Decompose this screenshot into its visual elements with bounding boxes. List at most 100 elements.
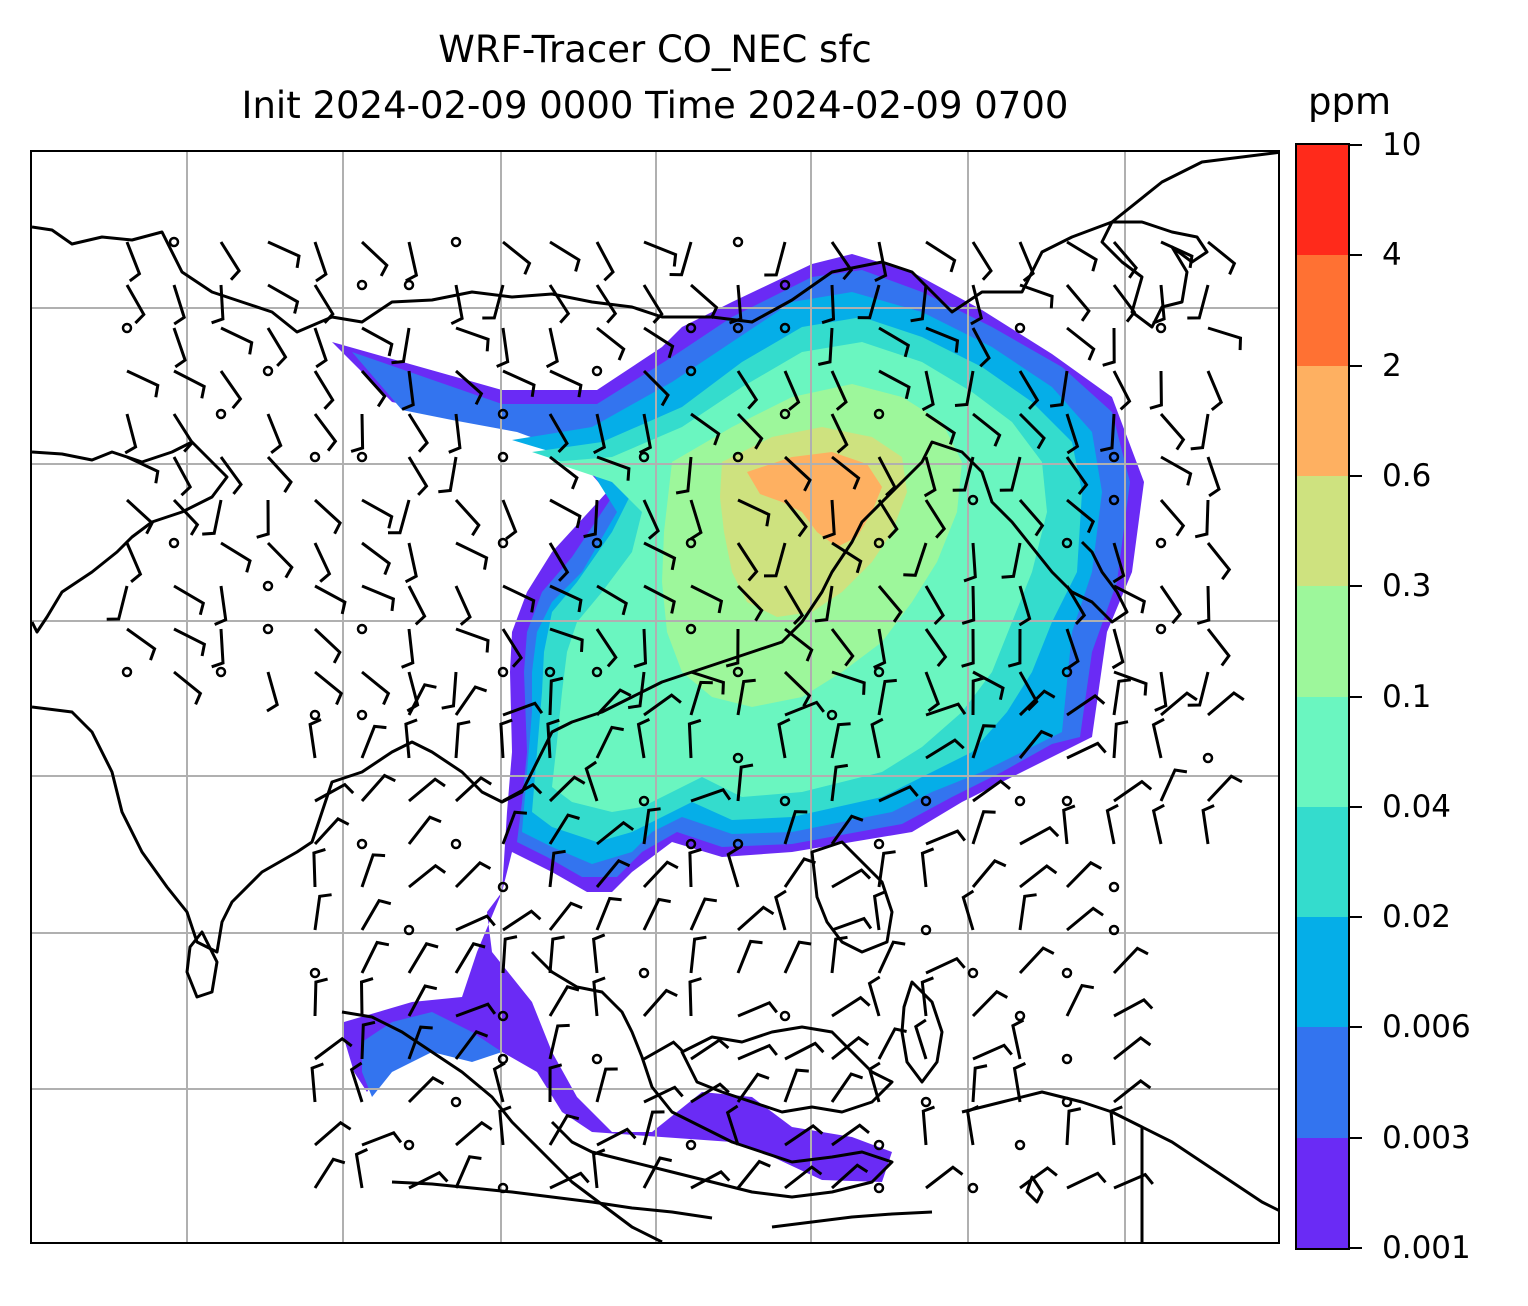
calm-wind-marker <box>497 1010 509 1022</box>
wind-barb <box>642 1110 665 1146</box>
wind-barb <box>455 1120 493 1147</box>
calm-wind-marker <box>450 1096 462 1108</box>
wind-barb <box>595 628 618 668</box>
calm-wind-marker <box>1061 1096 1073 1108</box>
wind-barb <box>1187 284 1210 320</box>
wind-barb <box>925 702 967 717</box>
wind-barb <box>965 1105 980 1146</box>
calm-wind-marker <box>1014 322 1026 334</box>
colorbar-tick-label: 0.04 <box>1382 788 1452 825</box>
colorbar-segment <box>1297 806 1348 918</box>
wind-barb <box>1201 804 1215 845</box>
wind-barb <box>313 370 335 410</box>
wind-barb <box>925 1165 964 1190</box>
calm-wind-marker <box>121 322 133 334</box>
wind-barb <box>548 813 580 845</box>
wind-barb <box>870 717 884 759</box>
wind-barb <box>689 680 713 716</box>
wind-barb <box>1105 803 1119 845</box>
wind-barb <box>360 724 387 759</box>
calm-wind-marker <box>215 408 227 420</box>
wind-barb <box>501 810 528 845</box>
colorbar <box>1295 143 1350 1250</box>
calm-wind-marker <box>732 322 744 334</box>
wind-barb <box>1111 628 1125 670</box>
calm-wind-marker <box>967 494 979 506</box>
calm-wind-marker <box>732 236 744 248</box>
wind-barb <box>1066 906 1104 932</box>
wind-barb <box>360 773 396 802</box>
wind-barb <box>124 413 138 455</box>
colorbar-segment <box>1297 254 1348 366</box>
wind-barb <box>220 326 254 355</box>
wind-barb <box>878 369 911 400</box>
wind-barb <box>549 584 583 613</box>
wind-barb <box>1187 671 1210 707</box>
calm-wind-marker <box>403 279 415 291</box>
calm-wind-marker <box>1061 795 1073 807</box>
wind-barb <box>1018 370 1040 410</box>
wind-barb <box>314 1036 353 1061</box>
wind-barb <box>173 670 203 705</box>
wind-barb <box>313 284 335 324</box>
wind-barb <box>501 628 523 668</box>
wind-barb <box>501 499 518 540</box>
wind-barb <box>830 722 851 759</box>
wind-barb <box>1019 864 1058 889</box>
wind-barb <box>783 810 808 845</box>
wind-barb <box>313 498 342 535</box>
wind-barb <box>924 585 945 626</box>
calm-wind-marker <box>309 709 321 721</box>
calm-wind-marker <box>403 1139 415 1151</box>
wind-barb <box>688 847 702 888</box>
wind-barb <box>642 860 679 889</box>
calm-wind-marker <box>356 279 368 291</box>
wind-barb <box>405 241 419 283</box>
wind-barb <box>267 240 301 269</box>
wind-barb <box>314 670 344 706</box>
wind-barb <box>314 1120 352 1147</box>
wind-barb <box>1065 413 1080 455</box>
colorbar-tick-label: 4 <box>1382 237 1402 274</box>
colorbar-tick <box>1350 805 1362 808</box>
wind-barb <box>920 847 935 888</box>
wind-barb <box>173 627 207 657</box>
calm-wind-marker <box>1108 924 1120 936</box>
wind-barb <box>125 284 146 325</box>
wind-barb <box>360 853 386 888</box>
wind-barb <box>313 627 342 664</box>
wind-barb <box>688 977 702 1017</box>
wind-barb <box>910 284 928 323</box>
wind-barb <box>971 676 986 716</box>
wind-barb <box>737 1043 778 1061</box>
wind-barb <box>454 776 492 803</box>
wind-barb <box>313 893 332 931</box>
wind-barb <box>830 413 849 454</box>
wind-barb <box>690 670 725 695</box>
wind-barb <box>1113 584 1146 614</box>
wind-barb <box>814 585 834 623</box>
wind-barb <box>961 889 975 931</box>
wind-barb <box>952 456 975 492</box>
calm-wind-marker <box>779 279 791 291</box>
wind-barb <box>777 717 791 759</box>
wind-barb <box>313 413 338 452</box>
wind-barb <box>126 369 160 398</box>
map-panel[interactable] <box>30 150 1280 1244</box>
wind-barb <box>1113 1079 1152 1104</box>
wind-barb <box>924 671 941 713</box>
wind-barb <box>857 284 881 320</box>
wind-barb <box>669 241 693 277</box>
calm-wind-marker <box>497 881 509 893</box>
colorbar-segment <box>1297 696 1348 807</box>
wind-barb <box>583 499 599 539</box>
calm-wind-marker <box>732 451 744 463</box>
calm-wind-marker <box>497 451 509 463</box>
wind-barb <box>172 413 195 453</box>
map-subtitle: Init 2024-02-09 0000 Time 2024-02-09 070… <box>241 84 1069 127</box>
wind-barb <box>830 814 864 845</box>
wind-barb <box>642 284 664 324</box>
wind-barb <box>925 829 966 846</box>
wind-barb <box>308 718 322 759</box>
wind-barb <box>502 584 536 613</box>
